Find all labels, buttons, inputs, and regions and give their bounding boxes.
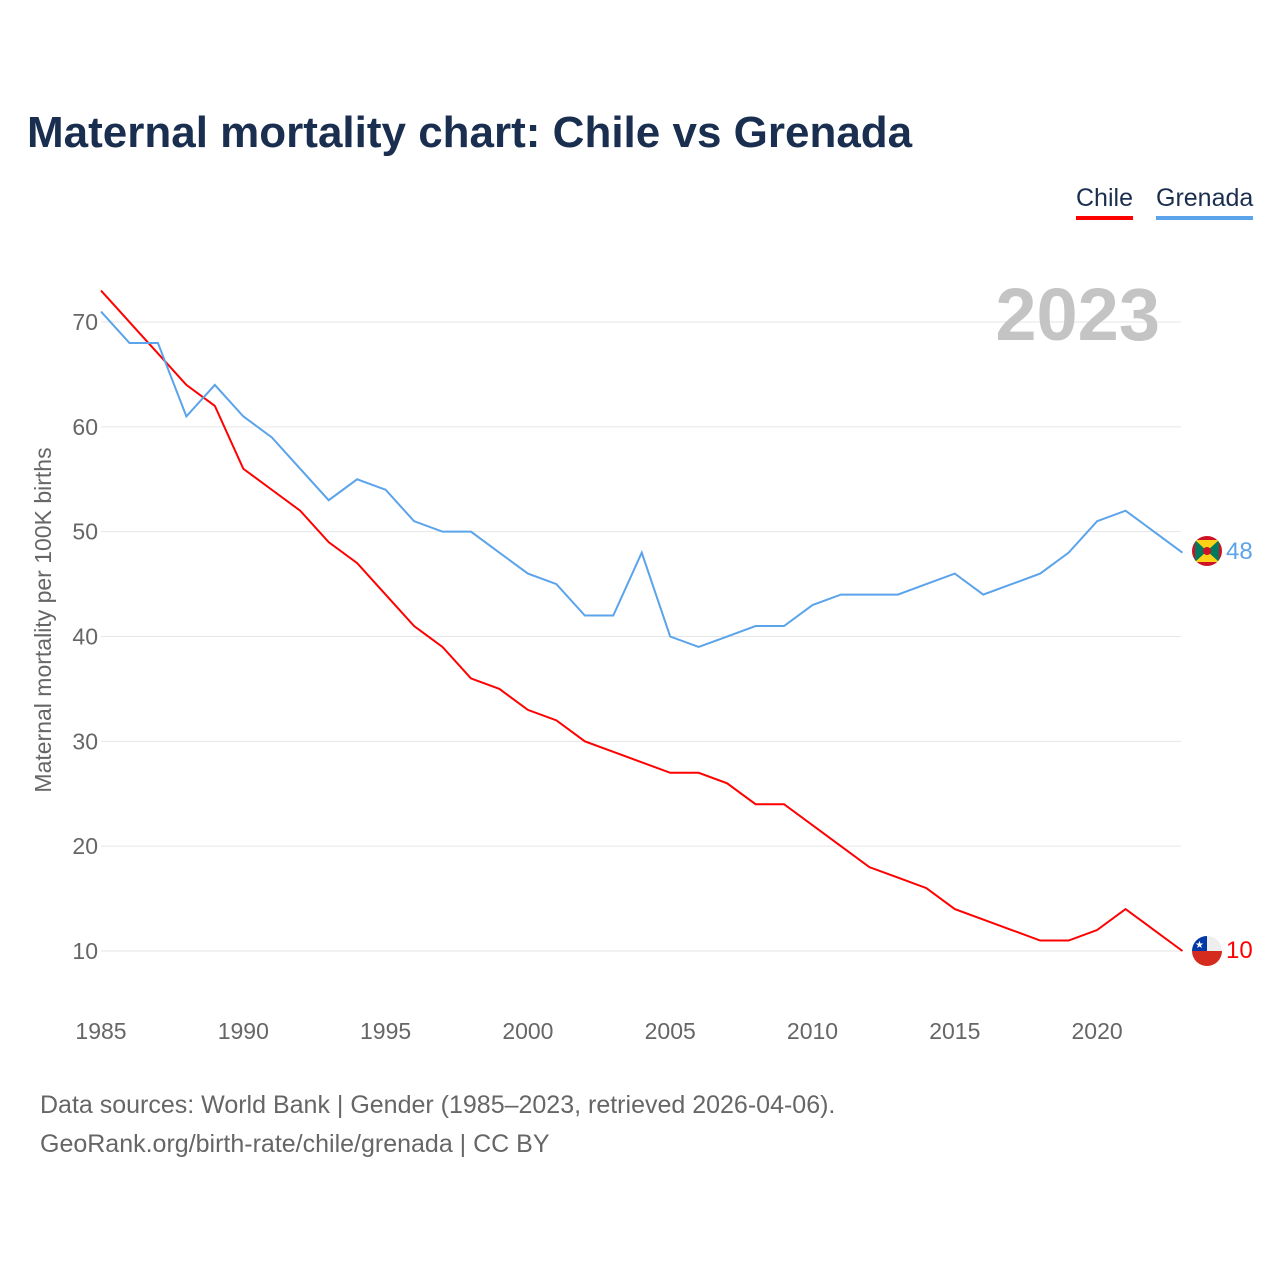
footer: Data sources: World Bank | Gender (1985–… — [40, 1086, 835, 1164]
y-tick-label: 60 — [72, 414, 98, 440]
x-tick-label: 2000 — [502, 1018, 553, 1044]
x-tick-label: 2010 — [787, 1018, 838, 1044]
source-link[interactable]: GeoRank.org/birth-rate/chile/grenada | C… — [40, 1130, 550, 1158]
y-tick-label: 30 — [72, 728, 98, 754]
y-tick-label: 20 — [72, 833, 98, 859]
x-tick-label: 1995 — [360, 1018, 411, 1044]
chart-title: Maternal mortality chart: Chile vs Grena… — [27, 108, 913, 157]
year-watermark: 2023 — [995, 273, 1160, 356]
source-note: Data sources: World Bank | Gender (1985–… — [40, 1091, 836, 1119]
y-tick-label: 70 — [72, 309, 98, 335]
legend-grenada[interactable]: Grenada — [1156, 184, 1254, 220]
x-tick-label: 1990 — [218, 1018, 269, 1044]
x-tick-label: 2020 — [1072, 1018, 1123, 1044]
y-tick-label: 50 — [72, 519, 98, 545]
x-tick-label: 2015 — [929, 1018, 980, 1044]
grenada-end-label: 48 — [1226, 538, 1253, 565]
chile-end-label: 10 — [1226, 937, 1253, 964]
chile-flag-icon: ★ — [1192, 936, 1222, 966]
x-tick-label: 1985 — [75, 1018, 126, 1044]
y-axis-label: Maternal mortality per 100K births — [30, 447, 56, 792]
series-line-grenada[interactable] — [100, 310, 1184, 649]
y-tick-label: 40 — [72, 624, 98, 650]
svg-text:★: ★ — [1195, 940, 1204, 951]
legend-chile[interactable]: Chile — [1076, 184, 1133, 220]
y-tick-label: 10 — [72, 938, 98, 964]
series-line-chile[interactable] — [100, 289, 1184, 952]
x-tick-label: 2005 — [645, 1018, 696, 1044]
grenada-flag-icon — [1192, 536, 1222, 566]
